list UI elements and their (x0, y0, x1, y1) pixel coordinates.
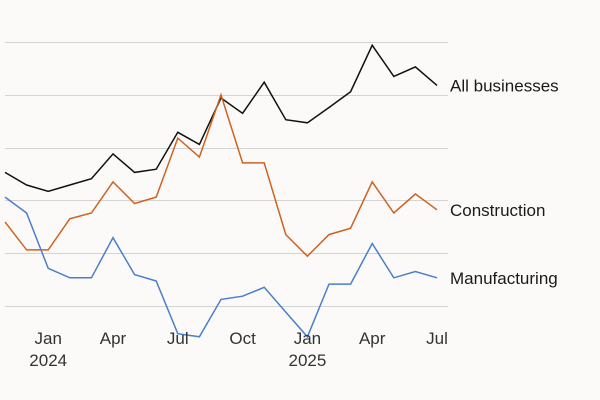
x-tick-label: Oct (229, 329, 256, 348)
series-label-all-businesses: All businesses (450, 76, 559, 95)
series-labels: All businesses Construction Manufacturing (450, 76, 559, 287)
grid (5, 42, 448, 307)
x-tick-year-label: 2024 (29, 351, 67, 370)
x-tick-label: Jul (426, 329, 448, 348)
x-tick-label: Apr (359, 329, 386, 348)
x-tick-label: Jul (167, 329, 189, 348)
series-label-manufacturing: Manufacturing (450, 269, 558, 288)
x-tick-label: Jan (34, 329, 61, 348)
series-line-manufacturing (4, 196, 438, 339)
series-line-construction (4, 92, 438, 258)
x-tick-year-label: 2025 (288, 351, 326, 370)
series-line-all-businesses (4, 43, 438, 193)
x-axis: Jan 2024 Apr Jul Oct Jan 2025 Apr Jul (29, 329, 448, 370)
series-label-construction: Construction (450, 201, 545, 220)
series-lines (4, 43, 438, 339)
x-tick-label: Apr (100, 329, 127, 348)
x-tick-label: Jan (294, 329, 321, 348)
